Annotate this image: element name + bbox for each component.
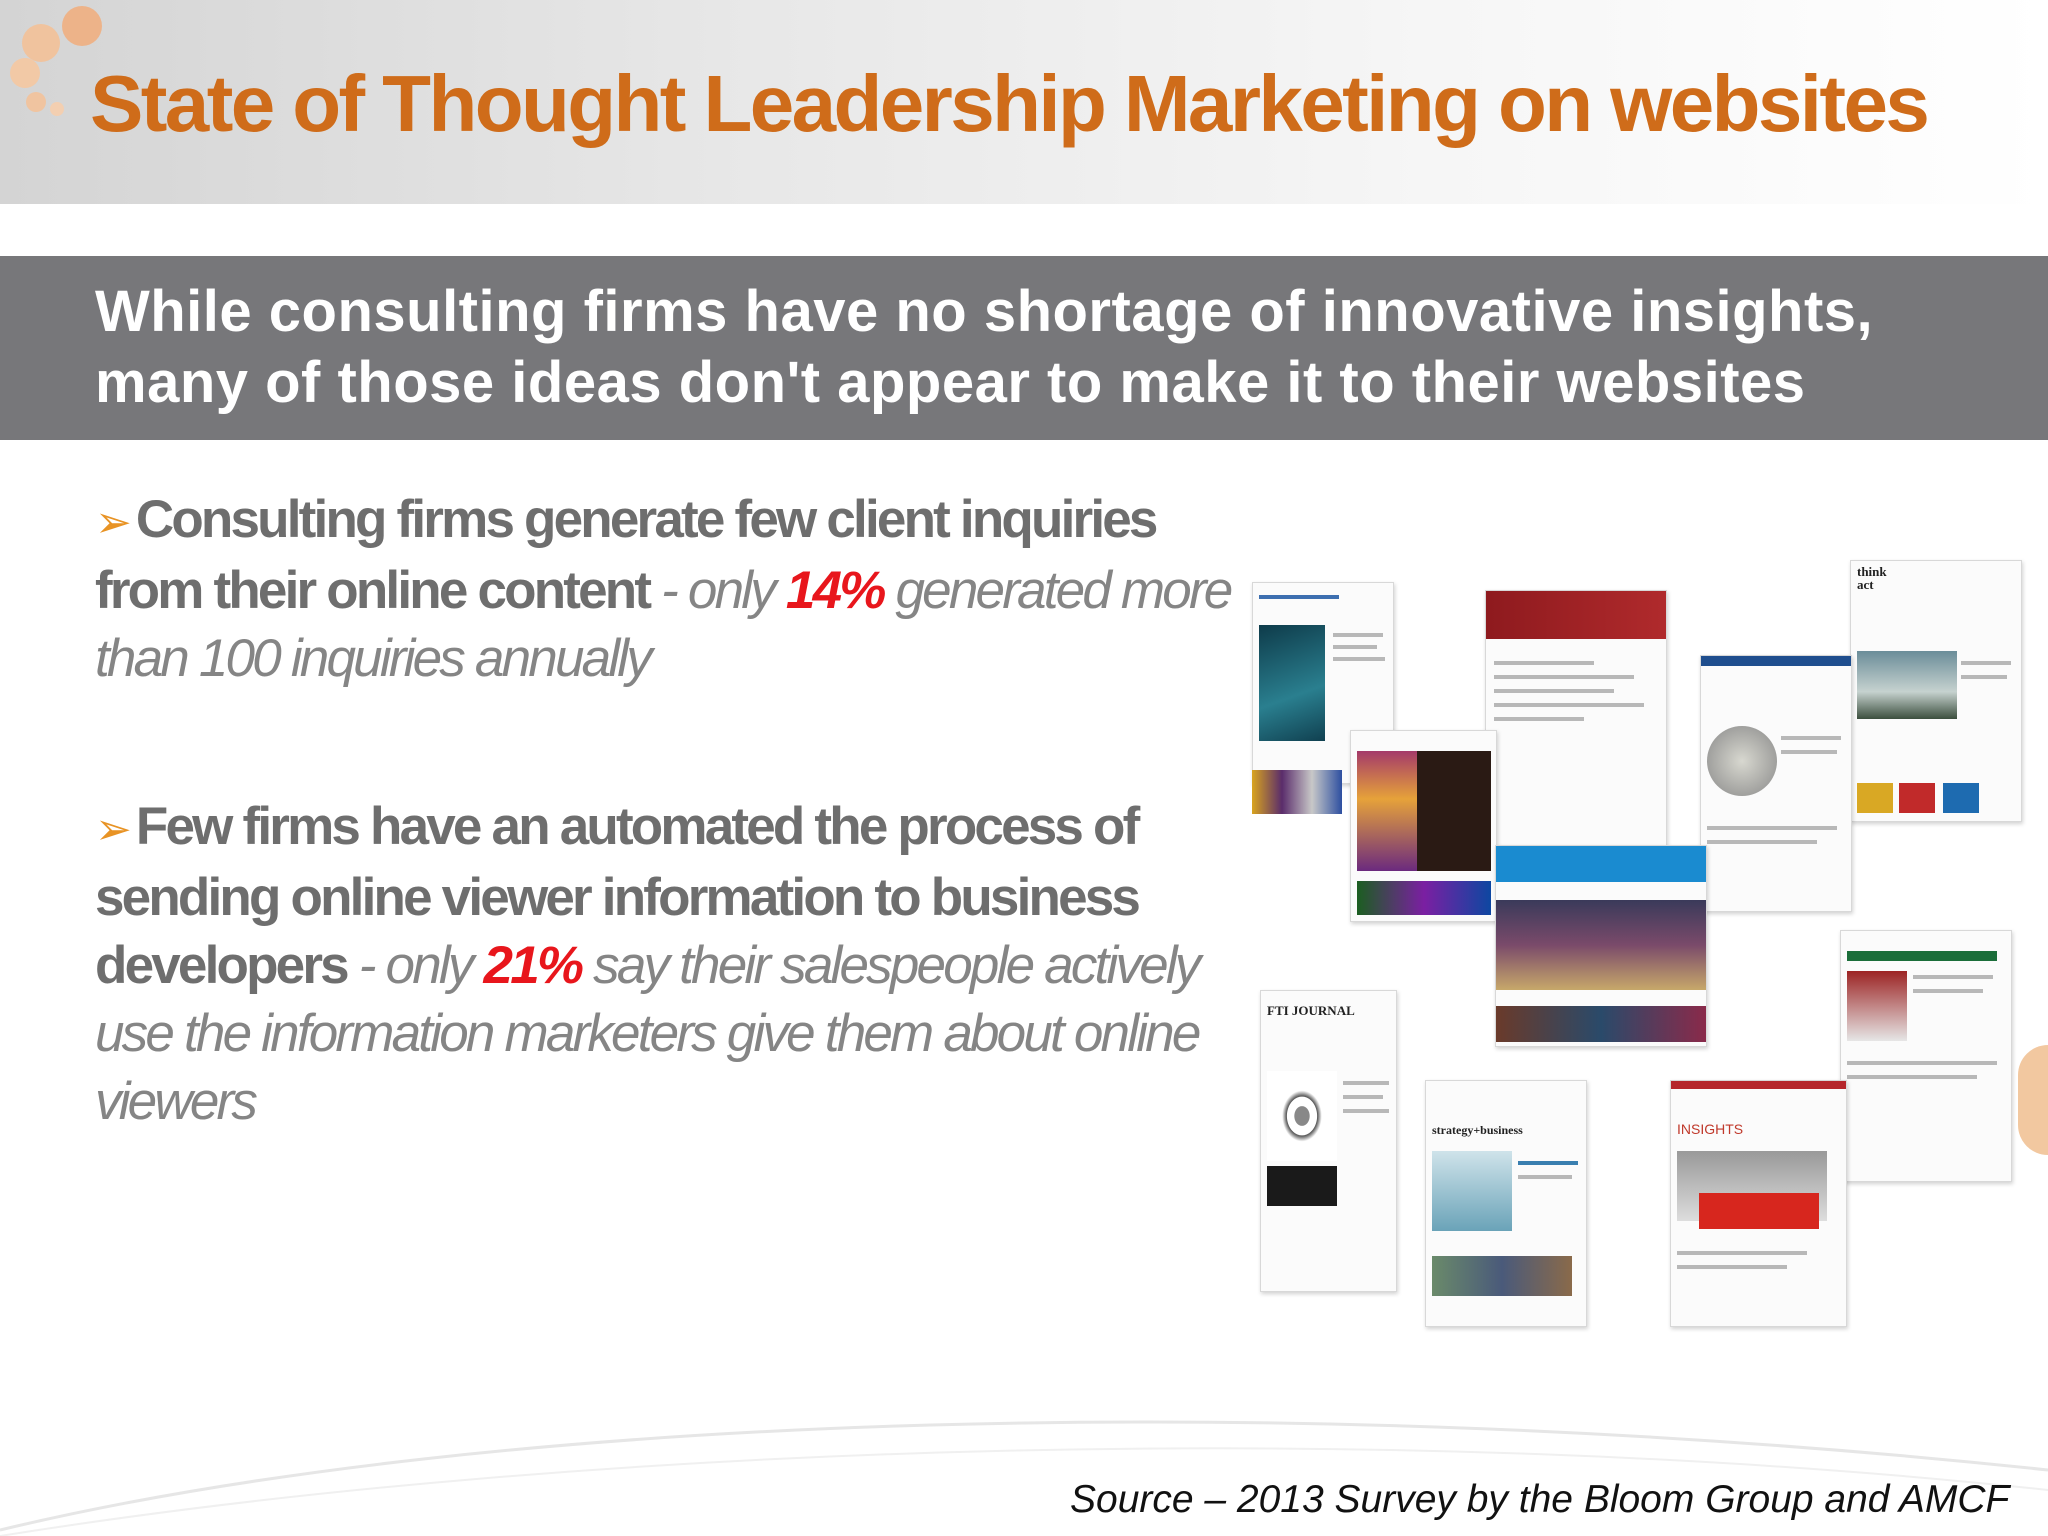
source-citation: Source – 2013 Survey by the Bloom Group … — [1070, 1478, 2010, 1521]
bullet-heading: Few firms have an automated the process … — [95, 797, 1141, 995]
bullet-item: ➢Consulting firms generate few client in… — [95, 486, 1245, 693]
decorative-swoosh — [0, 1420, 2048, 1536]
masthead-text: think act — [1857, 564, 1887, 592]
website-thumbnail — [1700, 655, 1852, 912]
side-decoration — [2018, 1045, 2048, 1155]
masthead-text: INSIGHTS — [1677, 1121, 1744, 1137]
logo-dots-icon — [0, 0, 140, 160]
website-thumbnail — [1485, 590, 1667, 847]
bullet-detail: generated more than 100 inquiries annual… — [95, 561, 1233, 688]
slide-title: State of Thought Leadership Marketing on… — [90, 59, 1930, 148]
arrow-bullet-icon: ➢ — [95, 498, 132, 547]
website-thumbnail — [1350, 730, 1497, 922]
website-thumbnail: strategy+business — [1425, 1080, 1587, 1327]
masthead-text: strategy+business — [1432, 1123, 1523, 1137]
banner-text: While consulting firms have no shortage … — [95, 279, 1874, 415]
bullet-lead: - only — [346, 936, 484, 995]
header-band: State of Thought Leadership Marketing on… — [0, 0, 2048, 204]
website-thumbnail: INSIGHTS — [1670, 1080, 1847, 1327]
website-thumbnail — [1840, 930, 2012, 1182]
website-thumbnail: FTI JOURNAL — [1260, 990, 1397, 1292]
website-screenshot-collage: think act FTI JOURNAL — [1250, 560, 2022, 1330]
subtitle-banner: While consulting firms have no shortage … — [0, 256, 2048, 440]
bullet-stat: 14% — [785, 561, 886, 620]
website-thumbnail — [1495, 845, 1707, 1047]
fruit-image — [1252, 770, 1342, 814]
website-thumbnail: think act — [1850, 560, 2022, 822]
bullet-heading: Consulting firms generate few client inq… — [95, 490, 1158, 620]
bullet-stat: 21% — [483, 936, 584, 995]
arrow-bullet-icon: ➢ — [95, 805, 132, 854]
bullet-detail: say their salespeople actively use the i… — [95, 936, 1201, 1131]
bullet-item: ➢Few firms have an automated the process… — [95, 793, 1245, 1136]
masthead-text: FTI JOURNAL — [1267, 1003, 1355, 1018]
bullet-lead: - only — [649, 561, 786, 620]
